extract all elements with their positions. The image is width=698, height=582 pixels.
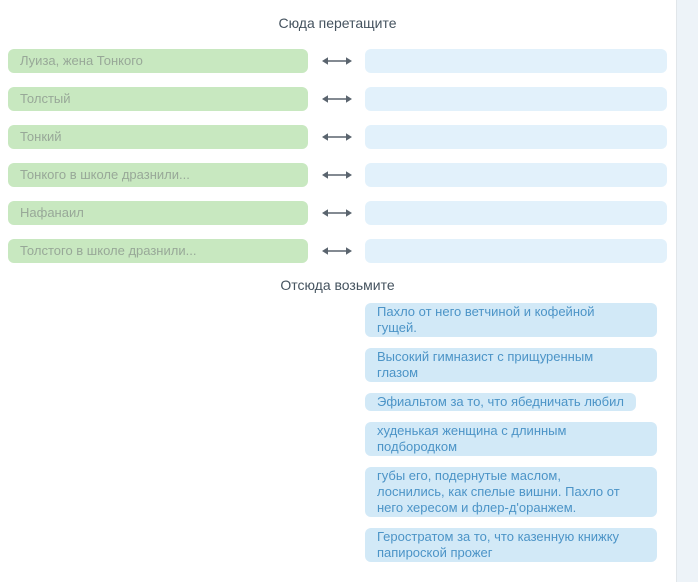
swap-arrow-icon xyxy=(321,209,352,217)
swap-arrow-icon xyxy=(321,247,352,255)
match-row: Толстого в школе дразнили... xyxy=(0,239,675,263)
swap-arrow-icon xyxy=(321,57,352,65)
draggable-term[interactable]: Нафанаил xyxy=(8,201,308,225)
match-rows: Луиза, жена Тонкого Толстый xyxy=(0,49,675,263)
matching-exercise: Сюда перетащите Луиза, жена Тонкого Толс… xyxy=(0,15,675,562)
draggable-answer[interactable]: Высокий гимназист с прищуренным глазом xyxy=(365,348,657,382)
draggable-term[interactable]: Толстого в школе дразнили... xyxy=(8,239,308,263)
draggable-term[interactable]: Тонкого в школе дразнили... xyxy=(8,163,308,187)
drop-slot[interactable] xyxy=(365,163,667,187)
match-row: Тонкий xyxy=(0,125,675,149)
drop-section-title: Сюда перетащите xyxy=(278,15,397,31)
draggable-answer[interactable]: Эфиальтом за то, что ябедничать любил xyxy=(365,393,636,411)
draggable-term[interactable]: Луиза, жена Тонкого xyxy=(8,49,308,73)
source-section-title: Отсюда возьмите xyxy=(280,277,395,293)
draggable-term[interactable]: Тонкий xyxy=(8,125,308,149)
drop-slot[interactable] xyxy=(365,125,667,149)
arrow-cell xyxy=(308,163,365,187)
drop-slot[interactable] xyxy=(365,49,667,73)
content-edge-strip xyxy=(676,0,698,582)
swap-arrow-icon xyxy=(321,133,352,141)
arrow-cell xyxy=(308,87,365,111)
swap-arrow-icon xyxy=(321,171,352,179)
drop-slot[interactable] xyxy=(365,201,667,225)
match-row: Луиза, жена Тонкого xyxy=(0,49,675,73)
draggable-answer[interactable]: Пахло от него ветчиной и кофейной гущей. xyxy=(365,303,657,337)
drop-slot[interactable] xyxy=(365,239,667,263)
drop-slot[interactable] xyxy=(365,87,667,111)
swap-arrow-icon xyxy=(321,95,352,103)
arrow-cell xyxy=(308,125,365,149)
arrow-cell xyxy=(308,239,365,263)
match-row: Нафанаил xyxy=(0,201,675,225)
match-row: Толстый xyxy=(0,87,675,111)
draggable-answer[interactable]: губы его, подернутые маслом, лоснились, … xyxy=(365,467,657,517)
draggable-answer[interactable]: худенькая женщина с длинным подбородком xyxy=(365,422,657,456)
draggable-term[interactable]: Толстый xyxy=(8,87,308,111)
arrow-cell xyxy=(308,201,365,225)
source-items-list: Пахло от него ветчиной и кофейной гущей.… xyxy=(365,303,675,562)
match-row: Тонкого в школе дразнили... xyxy=(0,163,675,187)
arrow-cell xyxy=(308,49,365,73)
draggable-answer[interactable]: Геростратом за то, что казенную книжку п… xyxy=(365,528,657,562)
